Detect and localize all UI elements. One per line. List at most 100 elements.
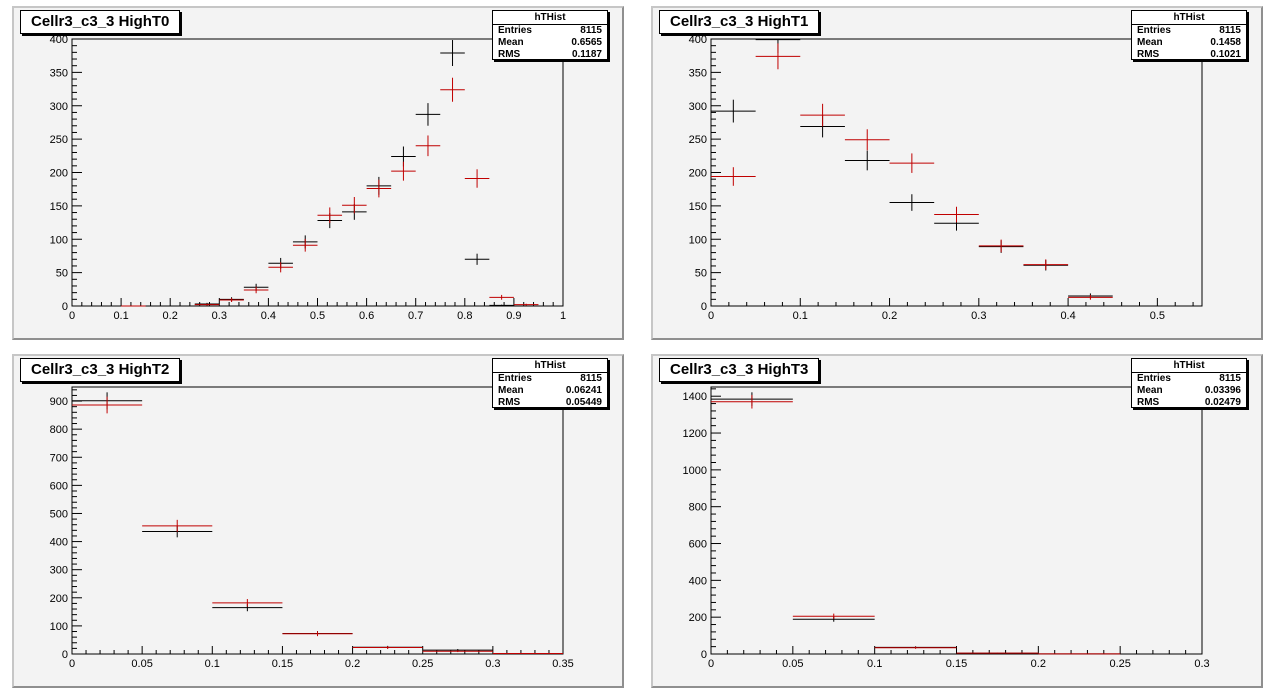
plot-frame bbox=[71, 386, 564, 655]
x-tick-label: 0.2 bbox=[1031, 658, 1046, 670]
histogram-pad-hight1: 0 0.1 0.2 0.3 0.4 0.5 0 50 100 150 200 250 300 350 400… bbox=[651, 6, 1263, 340]
y-tick-label: 400 bbox=[50, 34, 68, 46]
stats-label: Entries bbox=[498, 373, 532, 384]
stats-value: 0.1021 bbox=[1210, 49, 1241, 60]
stats-label: Mean bbox=[498, 37, 524, 48]
y-tick-label: 100 bbox=[50, 621, 68, 633]
x-tick-label: 0.05 bbox=[131, 658, 152, 670]
x-tick-label: 0.8 bbox=[457, 310, 472, 322]
x-tick-label: 0.1 bbox=[867, 658, 882, 670]
stats-label: RMS bbox=[498, 397, 521, 408]
data-point bbox=[212, 599, 283, 607]
stats-label: RMS bbox=[1137, 49, 1160, 60]
red-series bbox=[121, 77, 539, 307]
stats-name: hTHist bbox=[1132, 359, 1246, 373]
x-tick-label: 0.2 bbox=[882, 310, 897, 322]
stats-row-rms: RMS 0.02479 bbox=[1132, 397, 1246, 409]
data-point bbox=[978, 239, 1024, 253]
data-point bbox=[956, 652, 1039, 654]
stats-value: 0.06241 bbox=[565, 385, 602, 396]
x-tick-label: 0.25 bbox=[1109, 658, 1130, 670]
stats-value: 8115 bbox=[1219, 25, 1241, 36]
x-tick-label: 0 bbox=[708, 658, 714, 670]
y-tick-label: 0 bbox=[62, 301, 68, 313]
data-point bbox=[492, 652, 563, 654]
x-tick-label: 0.25 bbox=[412, 658, 433, 670]
data-point bbox=[489, 304, 514, 306]
stats-row-entries: Entries 8115 bbox=[1132, 25, 1246, 37]
x-tick-label: 0.4 bbox=[261, 310, 276, 322]
stats-box: hTHist Entries 8115 Mean 0.06241 RMS 0.0544… bbox=[492, 358, 608, 408]
stats-name: hTHist bbox=[493, 11, 607, 25]
x-tick-label: 0.05 bbox=[782, 658, 803, 670]
histogram-plot: 0 0.05 0.1 0.15 0.2 0.25 0.3 0.35 0 100 200 300 400 5… bbox=[50, 386, 574, 670]
data-point bbox=[889, 194, 935, 211]
red-series bbox=[711, 43, 1113, 300]
histogram-plot: 0 0.1 0.2 0.3 0.4 0.5 0 50 100 150 200 250 300 350 400 bbox=[689, 34, 1203, 322]
stats-value: 0.1187 bbox=[571, 49, 602, 60]
stats-row-entries: Entries 8115 bbox=[493, 373, 607, 385]
x-tick-label: 0.1 bbox=[205, 658, 220, 670]
red-series bbox=[72, 396, 563, 654]
plot-title: Cellr3_c3_3 HighT2 bbox=[20, 358, 181, 382]
stats-value: 8115 bbox=[580, 25, 602, 36]
x-tick-label: 0.2 bbox=[345, 658, 360, 670]
stats-row-entries: Entries 8115 bbox=[1132, 373, 1246, 385]
stats-name: hTHist bbox=[1132, 11, 1246, 25]
stats-row-rms: RMS 0.1187 bbox=[493, 49, 607, 61]
x-tick-label: 0.3 bbox=[971, 310, 986, 322]
stats-name: hTHist bbox=[493, 359, 607, 373]
data-point bbox=[755, 43, 801, 70]
x-tick-label: 0.7 bbox=[408, 310, 423, 322]
stats-box: hTHist Entries 8115 Mean 0.03396 RMS 0.0247… bbox=[1131, 358, 1247, 408]
histogram-pad-hight0: 0 0.1 0.2 0.3 0.4 0.5 0.6 0.7 0.8 0.9 1 0 50 100 150 20… bbox=[12, 6, 624, 340]
data-point bbox=[874, 646, 957, 649]
data-point bbox=[415, 103, 441, 126]
y-tick-label: 100 bbox=[689, 234, 707, 246]
x-tick-label: 0.1 bbox=[793, 310, 808, 322]
y-tick-label: 250 bbox=[50, 134, 68, 146]
y-tick-label: 600 bbox=[50, 480, 68, 492]
stats-row-mean: Mean 0.1458 bbox=[1132, 37, 1246, 49]
data-point bbox=[934, 206, 979, 223]
data-point bbox=[391, 161, 416, 181]
y-tick-label: 200 bbox=[689, 612, 707, 624]
plot-title: Cellr3_c3_3 HighT0 bbox=[20, 10, 181, 34]
data-point bbox=[422, 650, 493, 653]
data-point bbox=[440, 40, 465, 67]
data-point bbox=[844, 129, 890, 151]
y-tick-label: 150 bbox=[689, 201, 707, 213]
x-tick-label: 0.4 bbox=[1060, 310, 1075, 322]
histogram-plot: 0 0.05 0.1 0.15 0.2 0.25 0.3 0 200 400 600 800 1000 1… bbox=[683, 386, 1210, 670]
data-point bbox=[243, 286, 269, 294]
data-point bbox=[415, 135, 441, 157]
stats-box: hTHist Entries 8115 Mean 0.1458 RMS 0.1021 bbox=[1131, 10, 1247, 60]
x-tick-label: 0.3 bbox=[485, 658, 500, 670]
data-point bbox=[464, 253, 490, 265]
x-tick-label: 1 bbox=[560, 310, 566, 322]
stats-label: Entries bbox=[1137, 373, 1171, 384]
y-tick-label: 800 bbox=[689, 502, 707, 514]
stats-label: Mean bbox=[1137, 37, 1163, 48]
stats-box: hTHist Entries 8115 Mean 0.6565 RMS 0.1187 bbox=[492, 10, 608, 60]
data-point bbox=[292, 238, 318, 252]
y-tick-label: 300 bbox=[50, 565, 68, 577]
y-tick-label: 900 bbox=[50, 396, 68, 408]
y-tick-label: 400 bbox=[689, 575, 707, 587]
data-point bbox=[792, 613, 875, 619]
stats-label: Mean bbox=[498, 385, 524, 396]
plot-title: Cellr3_c3_3 HighT3 bbox=[659, 358, 820, 382]
plot-frame bbox=[710, 386, 1203, 655]
y-tick-label: 300 bbox=[689, 101, 707, 113]
data-point bbox=[72, 396, 143, 414]
plot-frame bbox=[710, 38, 1203, 307]
x-tick-label: 0.6 bbox=[359, 310, 374, 322]
y-tick-label: 300 bbox=[50, 101, 68, 113]
histogram-plot: 0 0.1 0.2 0.3 0.4 0.5 0.6 0.7 0.8 0.9 1 0 50 100 150 20… bbox=[50, 34, 566, 322]
x-tick-label: 0.35 bbox=[552, 658, 573, 670]
y-tick-label: 350 bbox=[50, 67, 68, 79]
stats-label: Entries bbox=[1137, 25, 1171, 36]
data-point bbox=[282, 631, 353, 637]
x-tick-label: 0.9 bbox=[506, 310, 521, 322]
y-tick-label: 700 bbox=[50, 452, 68, 464]
